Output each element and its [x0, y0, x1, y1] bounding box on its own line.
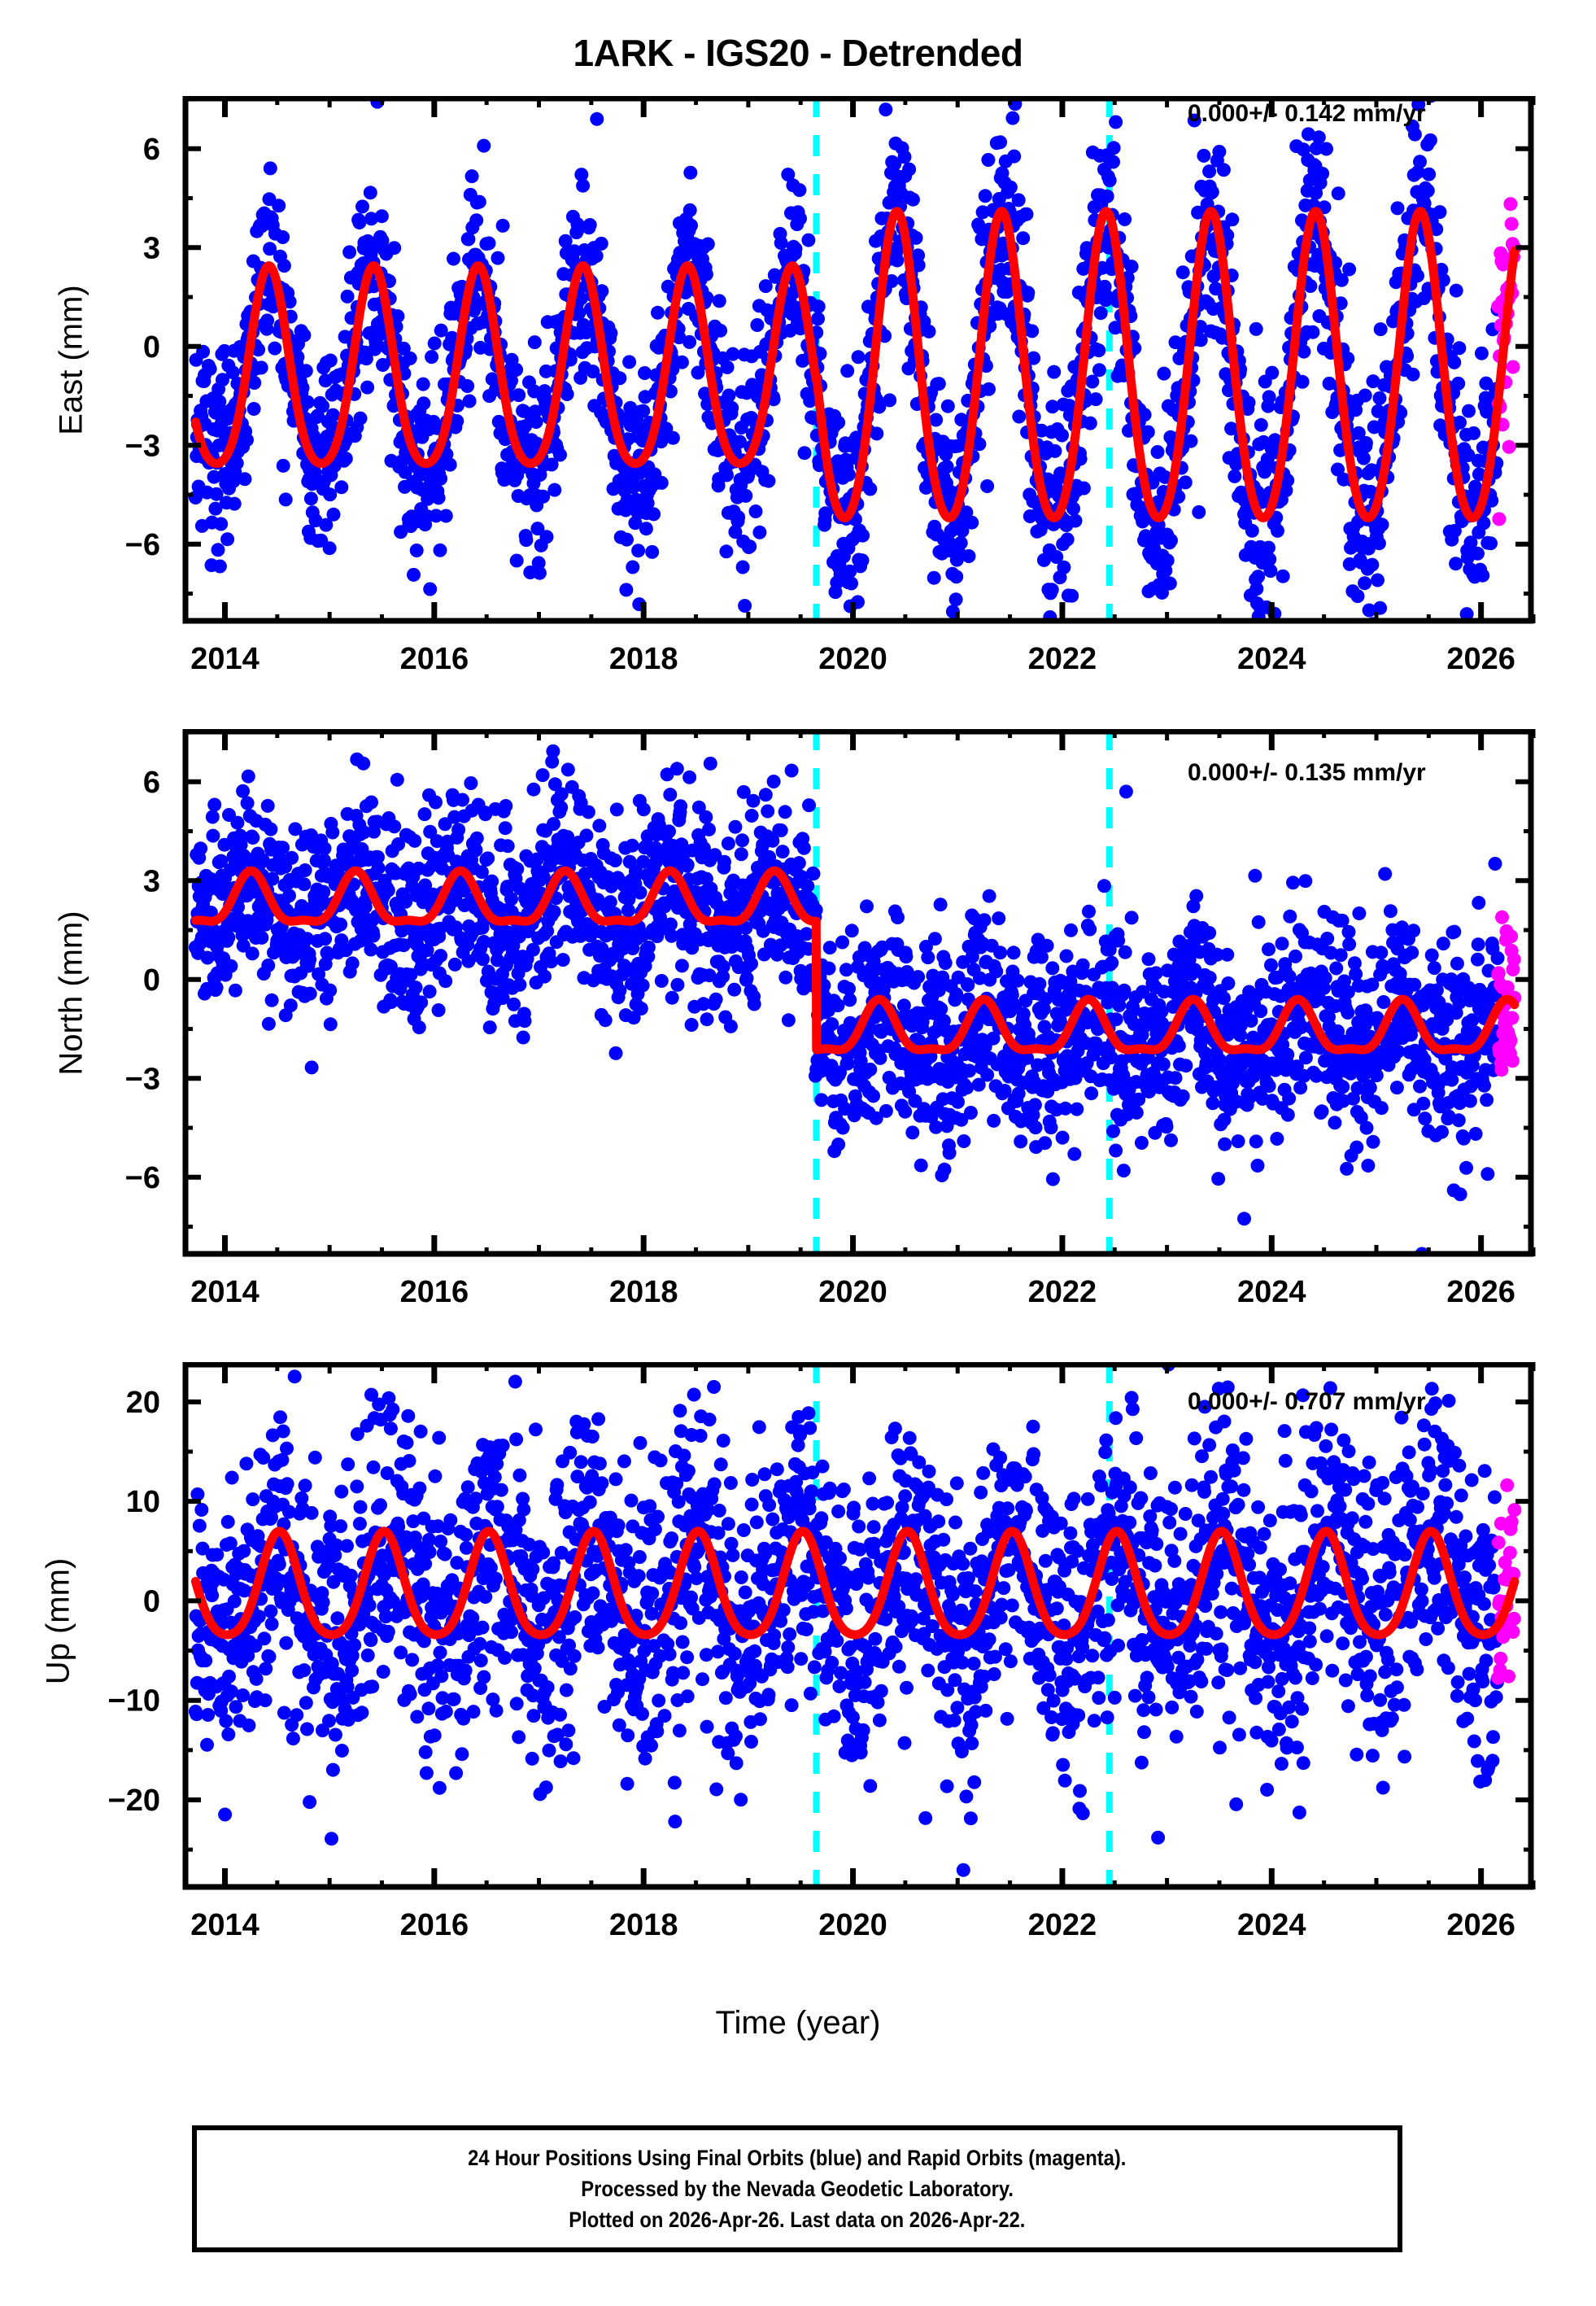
panel-north-ylabel: North (mm): [53, 911, 89, 1076]
caption-line-1: 24 Hour Positions Using Final Orbits (bl…: [468, 2145, 1127, 2170]
axes-frame: [182, 96, 1534, 624]
svg-east-plot: −6 −3 0 3 6 2014 2016 2018 2020 2022 2024 2026: [125, 96, 1536, 676]
svg-text:2020: 2020: [818, 642, 887, 676]
panel-north-rate: 0.000+/- 0.135 mm/yr: [1188, 759, 1426, 786]
model-fit-line: [190, 1526, 1520, 1640]
page-title: 1ARK - IGS20 - Detrended: [573, 32, 1023, 74]
model-fit-line: [190, 207, 1520, 522]
svg-text:2016: 2016: [400, 642, 469, 676]
svg-text:0: 0: [143, 330, 160, 365]
final-orbit-points: [188, 96, 1505, 623]
x-axis-ticks: 2014 2016 2018 2020 2022 2024 2026: [190, 96, 1536, 676]
svg-text:2014: 2014: [190, 642, 259, 676]
panel-north: −6 −3 0 3 6 2014 2016 2018 2020 2022 2024 2026: [45, 729, 1590, 1331]
svg-text:2022: 2022: [1028, 642, 1097, 676]
panel-east: −6 −3 0 3 6 2014 2016 2018 2020 2022 2024 2026: [45, 96, 1590, 698]
panel-up-rate: 0.000+/- 0.707 mm/yr: [1188, 1388, 1426, 1415]
svg-text:−6: −6: [125, 528, 160, 562]
panel-up: −20 −10 0 10 20 2014 2016 2018 2020 2022 2024 2026: [45, 1362, 1590, 1964]
caption-line-3: Plotted on 2026-Apr-26. Last data on 202…: [569, 2208, 1026, 2233]
axes-frame: [182, 1362, 1534, 1890]
y-axis-ticks: −6 −3 0 3 6: [125, 97, 1533, 596]
panel-east-ylabel: East (mm): [53, 285, 89, 435]
svg-text:2026: 2026: [1446, 642, 1515, 676]
caption-line-2: Processed by the Nevada Geodetic Laborat…: [581, 2176, 1014, 2201]
panel-up-ylabel: Up (mm): [40, 1557, 76, 1685]
svg-text:2018: 2018: [609, 642, 678, 676]
final-orbit-points: [188, 1362, 1505, 1877]
svg-text:2024: 2024: [1237, 642, 1306, 676]
x-axis-label: Time (year): [715, 2005, 881, 2041]
x-axis-ticks: 2014 2016 2018 2020 2022 2024 2026: [190, 1362, 1536, 1942]
svg-text:6: 6: [143, 133, 160, 167]
panel-east-rate: 0.000+/- 0.142 mm/yr: [1188, 100, 1426, 127]
model-fit-line: [190, 866, 1520, 1055]
axes-frame: [182, 729, 1534, 1257]
x-axis-ticks: 2014 2016 2018 2020 2022 2024 2026: [190, 729, 1536, 1309]
caption-box: 24 Hour Positions Using Final Orbits (bl…: [192, 2125, 1402, 2252]
svg-text:−3: −3: [125, 429, 160, 463]
svg-text:3: 3: [143, 231, 160, 265]
